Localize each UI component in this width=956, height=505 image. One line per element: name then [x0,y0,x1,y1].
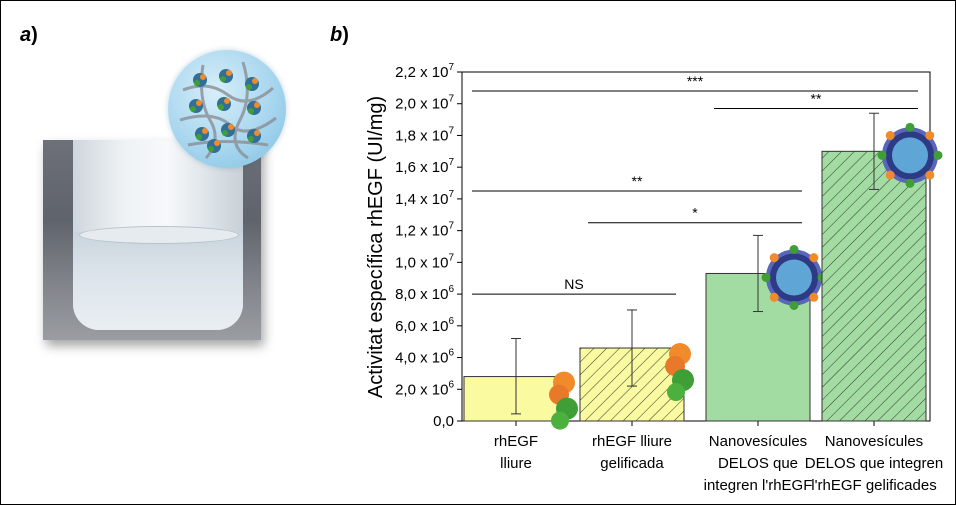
panel-b-label: b) [330,24,349,46]
y-tick-label: 1,8 x 107 [395,125,454,144]
hydrogel-vial-photo [43,140,261,340]
protein-dot [218,104,224,110]
protein-dot [220,76,226,82]
gel [73,232,243,330]
protein-dot [254,102,260,108]
protein-blob [551,411,569,430]
protein-dot [226,70,232,76]
protein-dot [208,146,214,152]
protein-icon [665,343,694,402]
protein-dot [254,130,260,136]
y-tick-label: 2,0 x 107 [395,94,454,113]
significance-label: ** [632,173,643,189]
protein-dot [248,136,254,142]
panel-a-label: a) [20,24,38,46]
protein-icon [549,371,578,430]
protein-dot [905,178,915,188]
protein-dot [789,300,799,310]
y-tick-label: 6,0 x 106 [395,316,454,335]
y-tick-label: 2,2 x 107 [395,62,454,81]
protein-dot [905,122,915,132]
bar-hatch [822,151,926,421]
protein-dot [248,108,254,114]
protein-dot [769,253,779,263]
protein-dot [194,80,200,86]
y-tick-label: 4,0 x 106 [395,348,454,367]
vesicle-core [892,137,928,174]
protein-dot [190,106,196,112]
vial [73,140,243,330]
significance-label: *** [687,73,704,89]
hydrogel-network-graphic [179,61,277,160]
protein-blob [667,383,685,402]
protein-dot [769,292,779,302]
protein-dot [214,140,220,146]
significance-label: NS [564,276,583,292]
protein-dot [196,134,202,140]
protein-dot [789,244,799,254]
protein-dot [202,128,208,134]
protein-dot [761,272,771,282]
protein-dot [196,100,202,106]
meniscus [79,226,239,244]
protein-dot [885,170,895,180]
protein-dot [228,124,234,130]
x-category-label: rhEGF lliure [494,433,538,472]
vesicle-core [776,259,812,296]
y-tick-label: 8,0 x 106 [395,284,454,303]
nanovesicle-icon [761,244,827,310]
y-axis-label: Activitat específica rhEGF (UI/mg) [365,96,387,398]
x-category-label: Nanovesícules DELOS que integren l'rhEGF [704,433,813,494]
protein-dot [925,131,935,141]
protein-dot [224,98,230,104]
y-tick-label: 1,6 x 107 [395,157,454,176]
y-tick-label: 1,4 x 107 [395,189,454,208]
protein-dot [222,130,228,136]
y-tick-label: 2,0 x 106 [395,379,454,398]
protein-dot [200,74,206,80]
protein-dot [925,170,935,180]
protein-dot [877,150,887,160]
protein-dot [252,78,258,84]
y-tick-label: 0,0 [433,413,454,430]
hydrogel-network-icon [168,50,286,168]
protein-dot [885,131,895,141]
x-category-label: rhEGF lliure gelificada [592,433,672,472]
protein-dot [809,292,819,302]
y-tick-label: 1,0 x 107 [395,252,454,271]
plot-frame [461,71,931,422]
protein-dot [809,253,819,263]
significance-label: ** [811,90,822,106]
x-category-label: Nanovesícules DELOS que integren l'rhEGF g… [805,433,943,494]
significance-label: * [692,205,698,221]
protein-dot [246,84,252,90]
y-tick-label: 1,2 x 107 [395,221,454,240]
protein-dot [933,150,943,160]
nanovesicle-icon [877,122,943,188]
